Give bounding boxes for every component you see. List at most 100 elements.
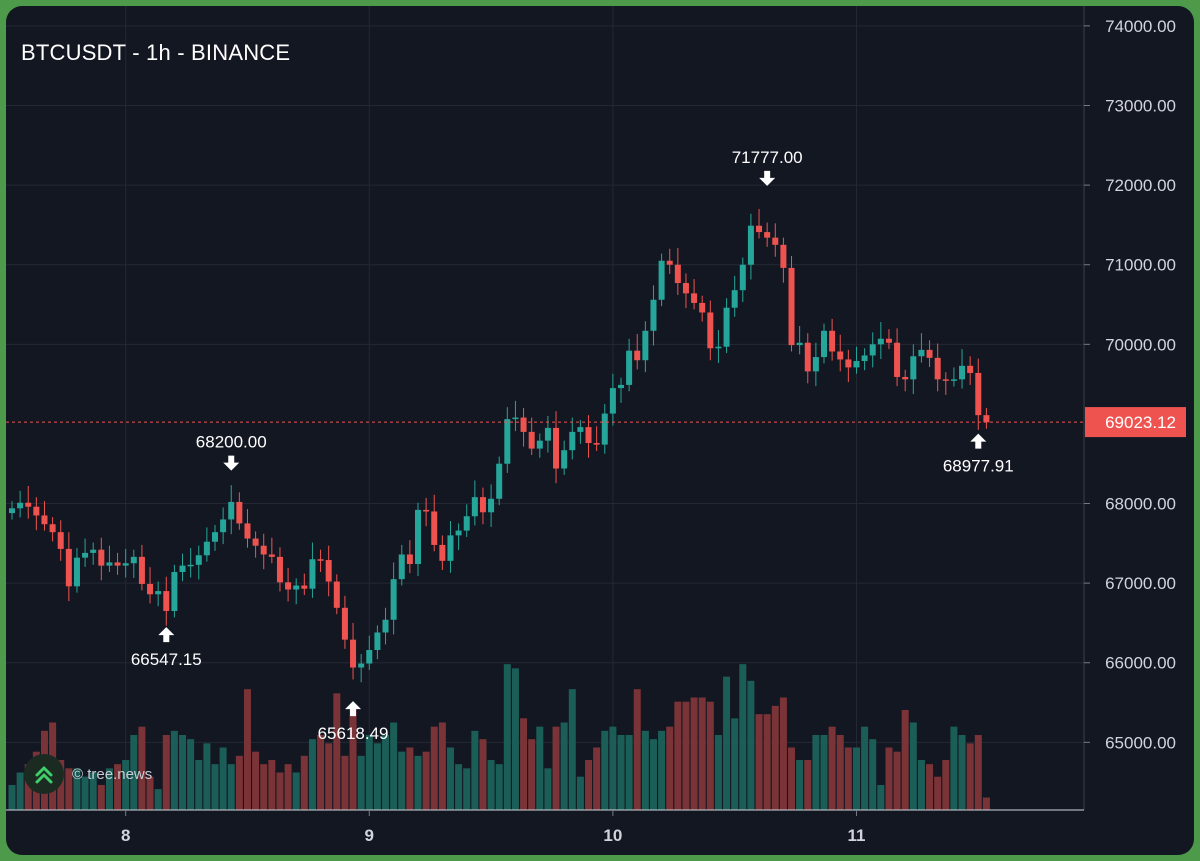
candle xyxy=(138,544,145,591)
candle xyxy=(114,552,121,575)
candle xyxy=(666,248,673,274)
volume-bar xyxy=(974,735,982,810)
volume-bar xyxy=(568,689,576,810)
candle-body xyxy=(33,506,40,516)
volume-bar xyxy=(698,697,706,810)
candle-body xyxy=(390,579,397,620)
time-axis-label: 9 xyxy=(365,826,374,845)
volume-bar xyxy=(300,755,308,810)
volume-bar xyxy=(495,764,503,810)
candle-body xyxy=(764,232,771,238)
volume-bar xyxy=(536,726,544,810)
candle xyxy=(171,564,178,618)
candle xyxy=(715,329,722,364)
candle xyxy=(699,295,706,322)
volume-bar xyxy=(252,751,260,810)
candle-body xyxy=(406,554,413,565)
low-annotation-label: 66547.15 xyxy=(131,650,202,669)
candle xyxy=(788,255,795,352)
volume-bar xyxy=(122,760,130,810)
candle-body xyxy=(268,554,275,557)
candle xyxy=(642,321,649,373)
candlestick-chart[interactable]: 74000.00 73000.00 72000.00 71000.00 70000.00… xyxy=(6,6,1194,855)
candle xyxy=(49,517,56,542)
volume-bar xyxy=(617,735,625,810)
candle xyxy=(463,504,470,537)
candle-body xyxy=(301,585,308,589)
time-axis-label: 10 xyxy=(603,826,622,845)
candle xyxy=(536,433,543,458)
volume-bar xyxy=(292,772,300,810)
candle-body xyxy=(285,582,292,590)
candle-body xyxy=(439,544,446,561)
candle-body xyxy=(894,342,901,377)
candle xyxy=(163,576,170,626)
candle-body xyxy=(618,384,624,389)
volume-bar xyxy=(658,730,666,810)
candle-body xyxy=(910,356,917,380)
volume-bar xyxy=(633,689,641,810)
volume-bar xyxy=(114,764,122,810)
candle-body xyxy=(804,342,811,372)
candle xyxy=(812,342,819,387)
candle xyxy=(804,333,811,384)
volume-bar xyxy=(666,726,674,810)
candle-body xyxy=(707,312,714,349)
candle-body xyxy=(747,225,754,265)
volume-bar xyxy=(926,764,934,810)
arrow-up-icon xyxy=(345,701,362,717)
candle-body xyxy=(780,244,787,268)
volume-bar xyxy=(463,768,471,810)
candle-body xyxy=(171,571,178,611)
volume-bar xyxy=(187,739,195,810)
volume-bar xyxy=(16,772,24,810)
candle-body xyxy=(130,556,137,564)
volume-bar xyxy=(243,689,251,810)
candle xyxy=(618,377,624,403)
chart-title: BTCUSDT - 1h - BINANCE xyxy=(21,40,291,65)
candle xyxy=(98,537,105,581)
candle xyxy=(325,545,332,597)
volume-bar xyxy=(576,776,584,810)
candle xyxy=(33,497,40,531)
volume-bar xyxy=(471,730,479,810)
arrow-down-icon xyxy=(223,455,240,471)
candle xyxy=(682,273,689,309)
candle-body xyxy=(658,260,665,300)
candle-body xyxy=(829,330,836,352)
volume-bar xyxy=(57,760,65,810)
volume-bar xyxy=(89,772,97,810)
candle xyxy=(236,492,243,530)
candle-body xyxy=(220,519,227,533)
candle xyxy=(658,253,665,307)
volume-bar xyxy=(609,726,617,810)
candle xyxy=(829,318,836,361)
candle xyxy=(780,237,787,283)
volume-bar xyxy=(950,726,958,810)
watermark: © tree.news xyxy=(24,754,152,794)
price-axis-label: 66000.00 xyxy=(1105,654,1176,673)
candle xyxy=(57,520,64,561)
candle-body xyxy=(9,508,15,514)
price-axis-label: 71000.00 xyxy=(1105,256,1176,275)
candle-body xyxy=(723,307,730,347)
volume-bar xyxy=(649,739,657,810)
volume-bar xyxy=(325,743,333,810)
candle xyxy=(406,540,413,574)
candle-body xyxy=(463,516,470,531)
candle xyxy=(195,545,202,580)
candle xyxy=(496,456,503,506)
candle-body xyxy=(918,349,925,357)
candle-body xyxy=(634,350,641,361)
volume-bar xyxy=(828,726,836,810)
candle-body xyxy=(934,357,941,380)
volume-bar xyxy=(365,735,373,810)
volume-bar xyxy=(373,743,381,810)
volume-bar xyxy=(398,751,406,810)
candle-body xyxy=(682,283,689,294)
candle xyxy=(212,525,218,551)
volume-bar xyxy=(869,739,877,810)
volume-bar xyxy=(804,760,812,810)
candle-body xyxy=(926,349,933,358)
candle xyxy=(439,535,446,570)
